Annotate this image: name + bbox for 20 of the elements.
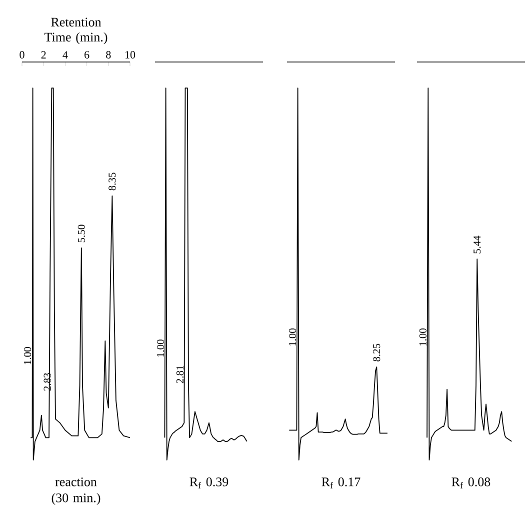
text: R$_{f}$ 0.39 — [190, 478, 228, 488]
annotation: 1.00 — [288, 328, 296, 346]
annotation: 8.25 — [373, 344, 380, 362]
x-tick-label: 8 — [106, 51, 111, 58]
x-axis-title: Retention Time (min.) — [44, 18, 108, 44]
x-tick-label: 10 — [125, 51, 136, 58]
x-tick-label: 4 — [62, 51, 68, 58]
annotation: 5.50 — [78, 224, 85, 242]
annotation: 5.44 — [474, 236, 481, 254]
annotation: 1.00 — [419, 328, 426, 346]
annotation: 8.35 — [108, 172, 116, 190]
text: reaction (30 min.) — [52, 478, 100, 505]
annotation: 1.00 — [24, 347, 32, 364]
x-tick-label: 0 — [20, 51, 24, 58]
annotation: 1.00 — [156, 340, 164, 357]
text: R$_{f}$ 0.17 — [322, 478, 360, 488]
annotation: 2.81 — [176, 366, 184, 384]
x-tick-label: 6 — [84, 51, 90, 58]
text: R$_{f}$ 0.08 — [452, 478, 490, 488]
x-tick-label: 2 — [41, 51, 46, 58]
